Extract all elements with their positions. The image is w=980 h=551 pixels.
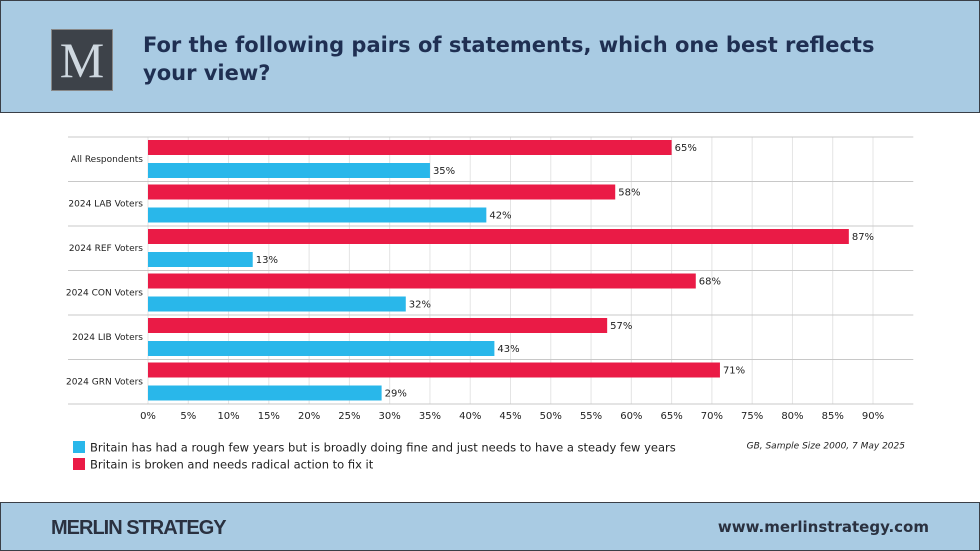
x-tick-label: 70% [701, 411, 723, 422]
category-label: 2024 LIB Voters [72, 333, 143, 343]
x-tick-label: 45% [499, 411, 521, 422]
legend-swatch [73, 441, 85, 453]
x-tick-label: 40% [459, 411, 481, 422]
x-tick-label: 75% [741, 411, 763, 422]
x-tick-label: 35% [419, 411, 441, 422]
x-tick-label: 10% [217, 411, 239, 422]
x-tick-label: 80% [781, 411, 803, 422]
brand: MERLIN STRATEGY [51, 517, 227, 539]
x-tick-label: 90% [862, 411, 884, 422]
category-label: All Respondents [71, 155, 144, 165]
category-label: 2024 REF Voters [69, 244, 143, 254]
category-label: 2024 CON Voters [66, 288, 143, 298]
bar [148, 296, 406, 312]
data-label: 58% [618, 188, 640, 199]
bar [148, 229, 849, 244]
x-tick-label: 15% [258, 411, 280, 422]
x-tick-label: 30% [379, 411, 401, 422]
data-label: 87% [852, 232, 874, 243]
bar [148, 341, 495, 356]
legend-label: Britain is broken and needs radical acti… [90, 458, 374, 472]
bar [148, 207, 487, 223]
data-label: 35% [433, 166, 455, 177]
category-label: 2024 LAB Voters [68, 199, 143, 209]
data-label: 65% [675, 143, 697, 154]
bar [148, 140, 672, 155]
data-label: 13% [256, 255, 278, 266]
data-label: 29% [385, 389, 407, 400]
title: For the following pairs of statements, w… [143, 33, 875, 85]
x-tick-label: 20% [298, 411, 320, 422]
x-tick-label: 0% [140, 411, 156, 422]
bar [148, 273, 696, 289]
bar [148, 362, 720, 378]
x-tick-label: 60% [620, 411, 642, 422]
chart: 0% 5% 10% 15% 20% 25% 30% 35% 40% 45% 50% 55% 60% 65%… [66, 136, 914, 472]
category-label: 2024 GRN Voters [66, 377, 143, 387]
header: M For the following pairs of statements,… [0, 0, 980, 113]
x-tick-label: 85% [822, 411, 844, 422]
bar [148, 163, 430, 178]
data-label: 32% [409, 300, 431, 311]
x-tick-label: 5% [180, 411, 196, 422]
bar [148, 252, 253, 267]
bar [148, 318, 608, 333]
x-tick-label: 55% [580, 411, 602, 422]
data-label: 42% [489, 211, 511, 222]
note: GB, Sample Size 2000, 7 May 2025 [747, 442, 906, 452]
x-tick-label: 65% [660, 411, 682, 422]
data-label: 71% [723, 366, 745, 377]
x-tick-label: 50% [540, 411, 562, 422]
footer: MERLIN STRATEGY www.merlinstrategy.com [0, 502, 980, 551]
logo: M [51, 29, 113, 91]
legend-swatch [73, 458, 85, 470]
data-label: 43% [497, 344, 519, 355]
bar [148, 385, 382, 401]
data-label: 68% [699, 277, 721, 288]
legend-label: Britain has had a rough few years but is… [90, 441, 676, 455]
url: www.merlinstrategy.com [717, 518, 929, 536]
x-tick-label: 25% [338, 411, 360, 422]
bar [148, 184, 616, 200]
data-label: 57% [610, 321, 632, 332]
